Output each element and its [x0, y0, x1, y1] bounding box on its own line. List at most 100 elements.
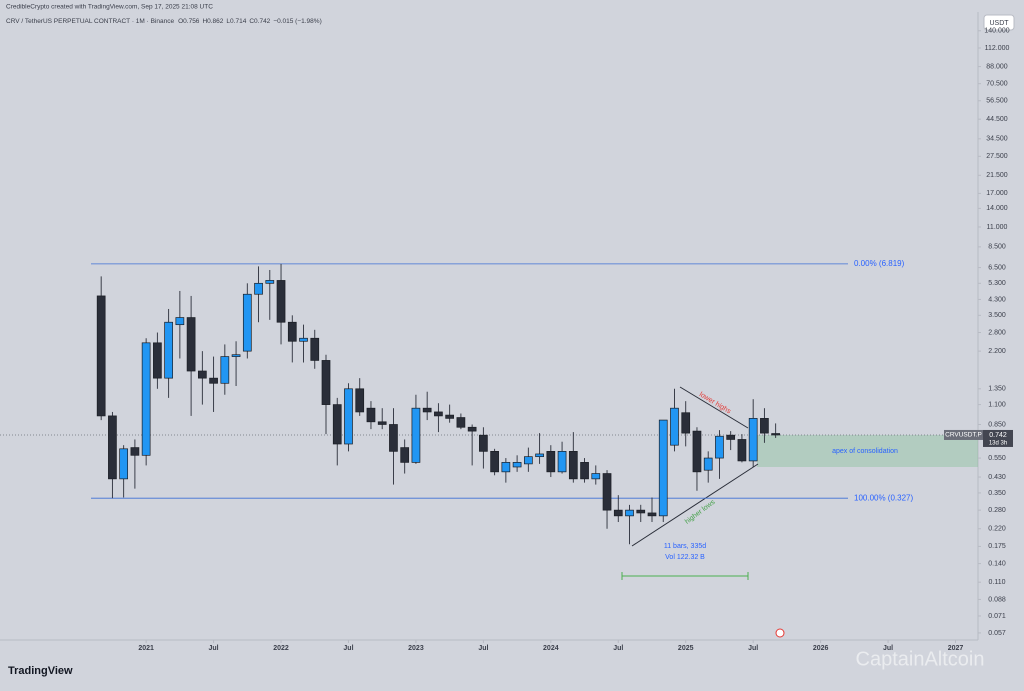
- candle-body: [299, 337, 308, 342]
- lower-highs-line: [679, 386, 749, 429]
- candle-body: [523, 456, 533, 465]
- y-tick-label: 44.500: [986, 116, 1008, 123]
- candle-body: [434, 411, 443, 417]
- credit: CredibleCrypto created with TradingView.…: [6, 4, 213, 11]
- candle-body: [186, 317, 196, 372]
- candle-body: [748, 418, 758, 462]
- plot: 140.000 112.000 88.000 70.500 56.500 44.500 34…: [0, 28, 1013, 652]
- watermark: CaptainAltcoin: [856, 648, 985, 670]
- candle-body: [568, 451, 578, 480]
- higher-lows-line: [631, 463, 759, 547]
- range-bars: 11 bars, 335d: [664, 543, 706, 550]
- y-tick-label: 6.500: [988, 264, 1006, 271]
- candle-body: [479, 434, 488, 452]
- y-tick-label: 3.500: [988, 312, 1006, 319]
- candle-body: [141, 342, 151, 456]
- y-tick-label: 56.500: [986, 98, 1008, 105]
- candle-body: [703, 457, 713, 471]
- candle-body: [310, 337, 320, 361]
- currency-button[interactable]: [983, 14, 1015, 31]
- y-tick-label: 2.800: [988, 329, 1006, 336]
- candle-body: [771, 433, 781, 436]
- candle-body: [625, 509, 634, 517]
- currency[interactable]: USDT: [989, 20, 1009, 27]
- x-tick-label: 2023: [408, 645, 424, 652]
- candle-body: [287, 321, 297, 342]
- logo: TradingView: [8, 665, 73, 677]
- candle-body: [130, 447, 140, 456]
- l-value: 0.714: [230, 18, 247, 25]
- price-tag: 0.742: [989, 432, 1007, 439]
- candle-body: [355, 388, 365, 413]
- candle-body: [636, 509, 646, 514]
- c-label: C: [249, 18, 254, 25]
- candle-body: [220, 356, 230, 384]
- change: −0.015 (−1.98%): [273, 18, 321, 25]
- chart-title: CRV / TetherUS PERPETUAL CONTRACT · 1M ·…: [6, 18, 322, 25]
- y-tick-label: 0.088: [988, 596, 1006, 603]
- y-tick-label: 0.350: [988, 490, 1006, 497]
- event-icon[interactable]: [775, 628, 785, 638]
- y-tick-label: 0.430: [988, 474, 1006, 481]
- y-tick-label: 0.220: [988, 526, 1006, 533]
- x-tick-label: Jul: [209, 645, 219, 652]
- y-tick-label: 5.300: [988, 280, 1006, 287]
- candle-body: [96, 295, 106, 417]
- candle-body: [591, 473, 601, 480]
- candle-body: [467, 426, 477, 432]
- candle-body: [242, 293, 252, 352]
- candle-body: [119, 448, 129, 480]
- candle-body: [366, 407, 376, 423]
- y-tick-label: 14.000: [986, 205, 1008, 212]
- h-label: H: [202, 18, 207, 25]
- candle-body: [400, 447, 410, 463]
- y-tick-label: 2.200: [988, 348, 1006, 355]
- candle-body: [422, 407, 432, 413]
- candle-body: [692, 430, 702, 473]
- x-tick-label: Jul: [883, 645, 893, 652]
- x-tick-label: Jul: [478, 645, 488, 652]
- candle-body: [602, 473, 612, 511]
- candle-body: [490, 451, 499, 473]
- y-tick-label: 112.000: [985, 45, 1010, 52]
- candle-body: [175, 317, 185, 326]
- candle-body: [456, 417, 466, 428]
- y-tick-label: 0.110: [989, 579, 1006, 586]
- symbol-tag-box: [944, 429, 983, 440]
- candle-body: [512, 462, 522, 468]
- symbol-tag: CRVUSDT.P: [945, 432, 982, 439]
- candle-body: [557, 451, 567, 473]
- candle-body: [647, 512, 657, 517]
- x-tick-label: Jul: [613, 645, 623, 652]
- candle-body: [344, 388, 353, 445]
- x-tick-label: 2021: [138, 645, 154, 652]
- candle-body: [501, 462, 511, 473]
- candle-body: [715, 435, 724, 459]
- candle-body: [613, 509, 623, 517]
- candle-body: [164, 321, 173, 379]
- y-tick-label: 0.057: [988, 630, 1006, 637]
- candle-body: [580, 462, 589, 480]
- x-tick-label: 2026: [813, 645, 829, 652]
- c-value: 0.742: [254, 18, 271, 25]
- o-value: 0.756: [183, 18, 200, 25]
- candle-body: [760, 418, 769, 434]
- candle-body: [726, 434, 736, 440]
- candle-body: [332, 404, 342, 445]
- y-tick-label: 4.300: [988, 296, 1006, 303]
- candle-body: [276, 280, 286, 323]
- candle-body: [737, 439, 747, 462]
- y-tick-label: 1.350: [988, 386, 1006, 393]
- o-label: O: [178, 18, 183, 25]
- y-tick-label: 8.500: [988, 244, 1006, 251]
- candle-body: [546, 451, 556, 473]
- y-tick-label: 0.280: [988, 507, 1006, 514]
- apex-box: [757, 435, 978, 467]
- y-tick-label: 27.500: [986, 153, 1008, 160]
- candle-body: [658, 419, 668, 517]
- x-tick-label: Jul: [343, 645, 353, 652]
- y-tick-label: 34.500: [986, 136, 1008, 143]
- h-value: 0.862: [207, 18, 224, 25]
- x-tick-label: 2022: [273, 645, 289, 652]
